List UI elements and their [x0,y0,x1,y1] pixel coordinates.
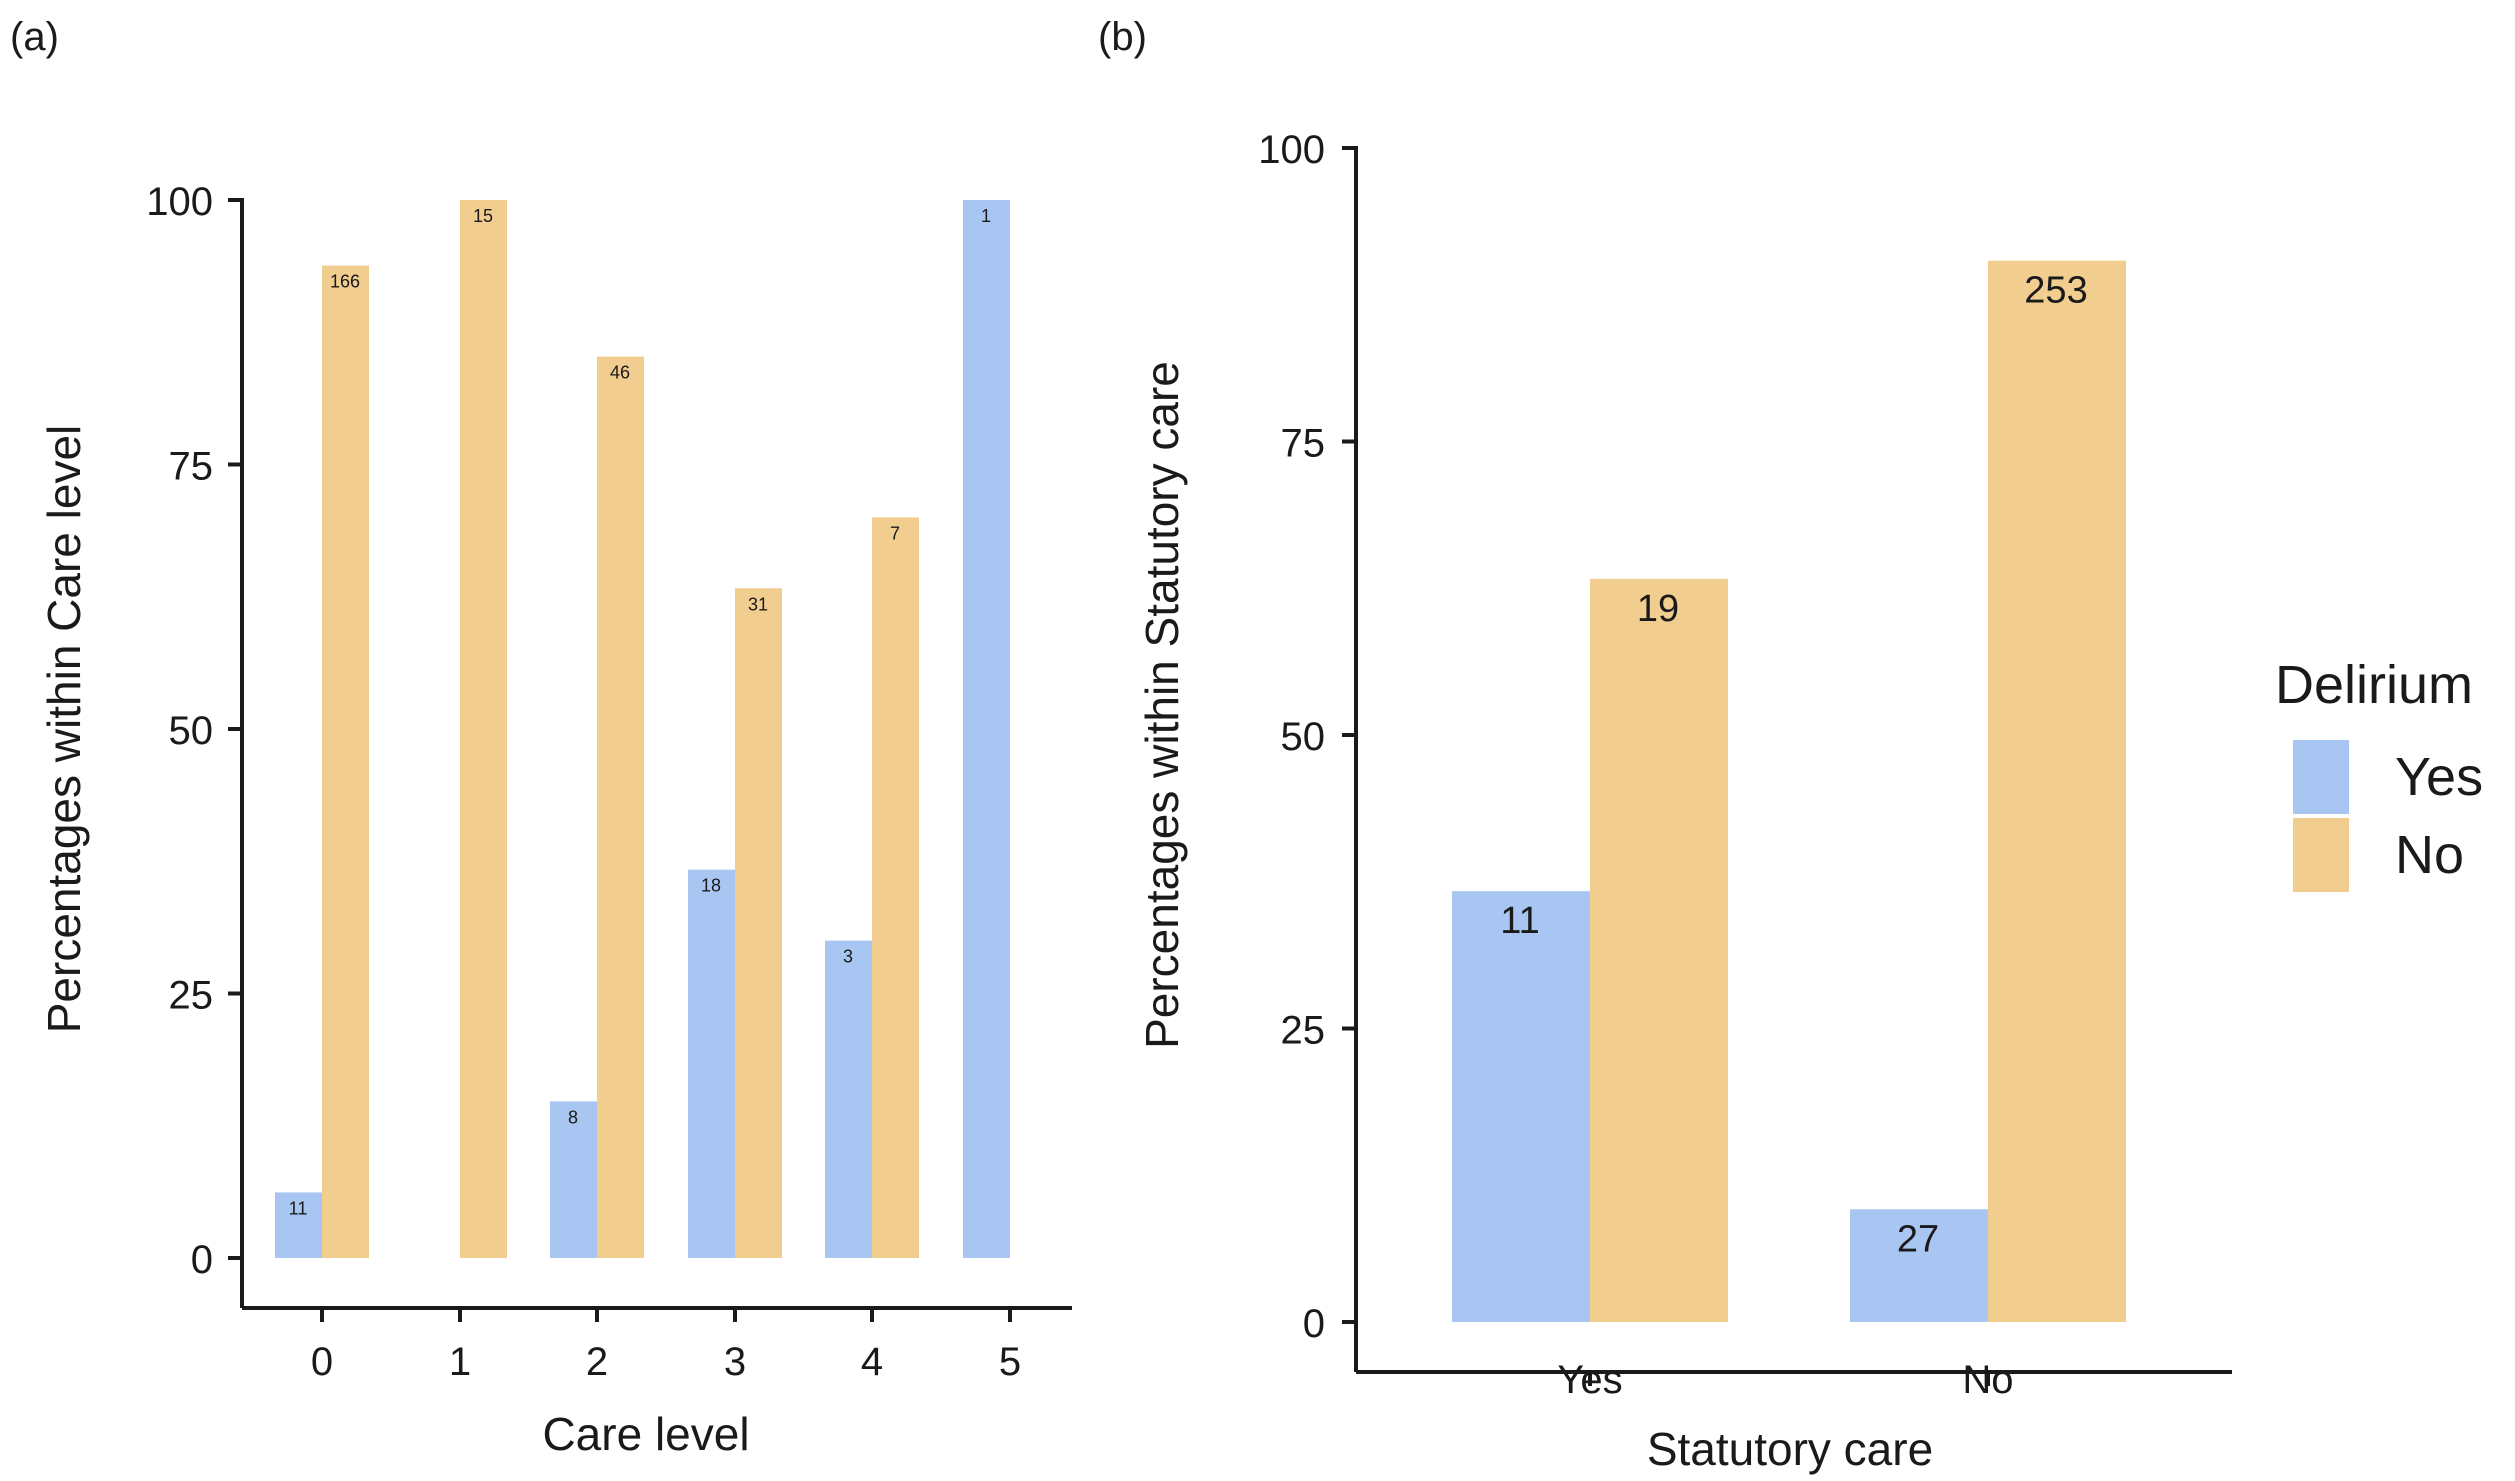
legend-swatch-yes [2293,740,2349,814]
panel-label: (a) [10,15,59,59]
bar-no-1 [460,200,507,1258]
bar-label: 11 [1500,900,1539,942]
x-tick-label: 0 [311,1340,333,1384]
y-tick-label: 75 [169,445,214,489]
bar-no-4 [872,517,919,1258]
bar-no-0 [322,265,369,1258]
bar-no-no [1988,260,2126,1323]
x-axis-title: Care level [542,1408,749,1460]
y-tick-label: 25 [1281,1009,1326,1053]
bar-label: 8 [568,1107,578,1127]
legend-swatch-no [2293,818,2349,892]
y-tick-label: 75 [1281,422,1326,466]
y-tick-label: 0 [191,1238,213,1282]
bar-label: 27 [1897,1218,1939,1260]
y-tick-label: 50 [169,709,214,753]
bar-label: 7 [890,523,900,543]
x-tick-label: 3 [724,1340,746,1384]
x-tick-label: 5 [999,1340,1021,1384]
legend-label-yes: Yes [2395,747,2483,807]
bar-label: 19 [1637,588,1679,630]
bar-label: 253 [2024,270,2087,312]
y-axis-title: Percentages within Care level [38,425,90,1034]
y-axis-title: Percentages within Statutory care [1136,361,1188,1049]
x-tick-label: Yes [1557,1358,1622,1402]
bar-yes-4 [825,940,872,1258]
bar-label: 166 [330,272,360,292]
bar-yes-0 [275,1192,322,1258]
bar-label: 11 [289,1198,308,1218]
panel-label: (b) [1098,15,1147,59]
bar-no-yes [1590,578,1728,1322]
bar-yes-3 [688,869,735,1258]
x-tick-label: 4 [861,1340,883,1384]
x-tick-label: 2 [586,1340,608,1384]
bar-label: 46 [610,363,630,383]
x-tick-label: No [1962,1358,2013,1402]
bar-label: 18 [701,876,721,896]
bar-no-3 [735,588,782,1258]
bar-yes-no [1850,1209,1988,1322]
x-axis-title: Statutory care [1647,1423,1933,1475]
y-tick-label: 25 [169,974,214,1018]
bar-label: 15 [473,206,493,226]
bar-label: 31 [748,594,768,614]
y-tick-label: 50 [1281,715,1326,759]
bar-label: 1 [981,206,991,226]
legend-label-no: No [2395,825,2464,885]
bar-yes-2 [550,1101,597,1258]
bar-yes-yes [1452,891,1590,1322]
y-tick-label: 100 [146,180,213,224]
bar-no-2 [597,356,644,1259]
y-tick-label: 100 [1258,128,1325,172]
bar-yes-5 [963,200,1010,1258]
y-tick-label: 0 [1303,1302,1325,1346]
x-tick-label: 1 [449,1340,471,1384]
legend-title: Delirium [2275,655,2473,715]
bar-label: 3 [843,947,853,967]
